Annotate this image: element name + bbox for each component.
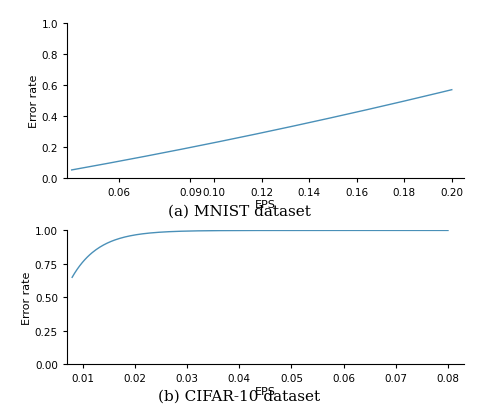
Y-axis label: Error rate: Error rate <box>22 271 32 324</box>
X-axis label: EPS: EPS <box>255 200 276 210</box>
X-axis label: EPS: EPS <box>255 386 276 396</box>
Y-axis label: Error rate: Error rate <box>29 75 39 128</box>
Text: (b) CIFAR-10 dataset: (b) CIFAR-10 dataset <box>158 389 320 403</box>
Text: (a) MNIST dataset: (a) MNIST dataset <box>168 205 310 218</box>
